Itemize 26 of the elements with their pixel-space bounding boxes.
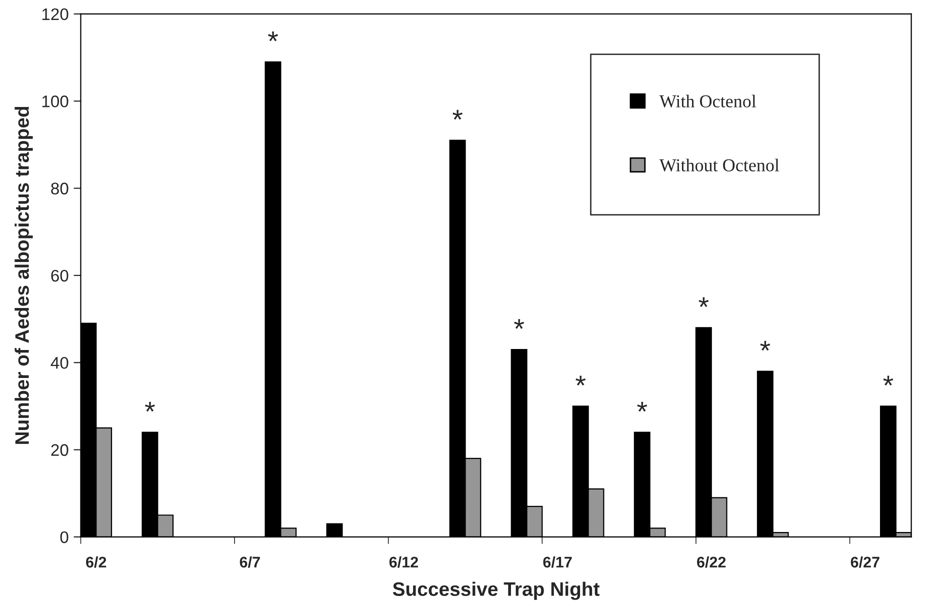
x-tick-label: 6/22: [697, 556, 726, 568]
y-tick-label: 60: [51, 270, 68, 282]
y-tick-label: 120: [42, 8, 68, 20]
data-label: *: [883, 376, 894, 386]
x-axis-title: Successive Trap Night: [392, 582, 600, 600]
x-tick-label: 6/2: [86, 556, 106, 568]
y-axis-title: Number of Aedes albopictus trapped: [14, 106, 33, 444]
x-tick-label: 6/7: [240, 556, 260, 568]
legend-label: Without Octenol: [659, 158, 780, 172]
data-label: *: [760, 340, 770, 351]
x-tick-label: 6/12: [389, 556, 418, 568]
y-tick-label: 20: [51, 444, 68, 456]
y-tick-label: 0: [60, 531, 68, 544]
data-label: *: [576, 376, 586, 386]
y-tick-label: 40: [50, 356, 68, 369]
legend-label: With Octenol: [659, 94, 756, 108]
x-tick-label: 6/17: [543, 556, 572, 568]
data-label: *: [514, 319, 524, 329]
data-label: *: [268, 31, 278, 42]
data-label: *: [452, 110, 463, 120]
x-tick-label: 6/27: [850, 556, 880, 568]
data-label: *: [637, 402, 648, 412]
data-label: *: [698, 297, 709, 308]
y-tick-label: 100: [42, 96, 68, 108]
data-label: *: [144, 402, 155, 412]
y-tick-label: 80: [51, 182, 68, 194]
